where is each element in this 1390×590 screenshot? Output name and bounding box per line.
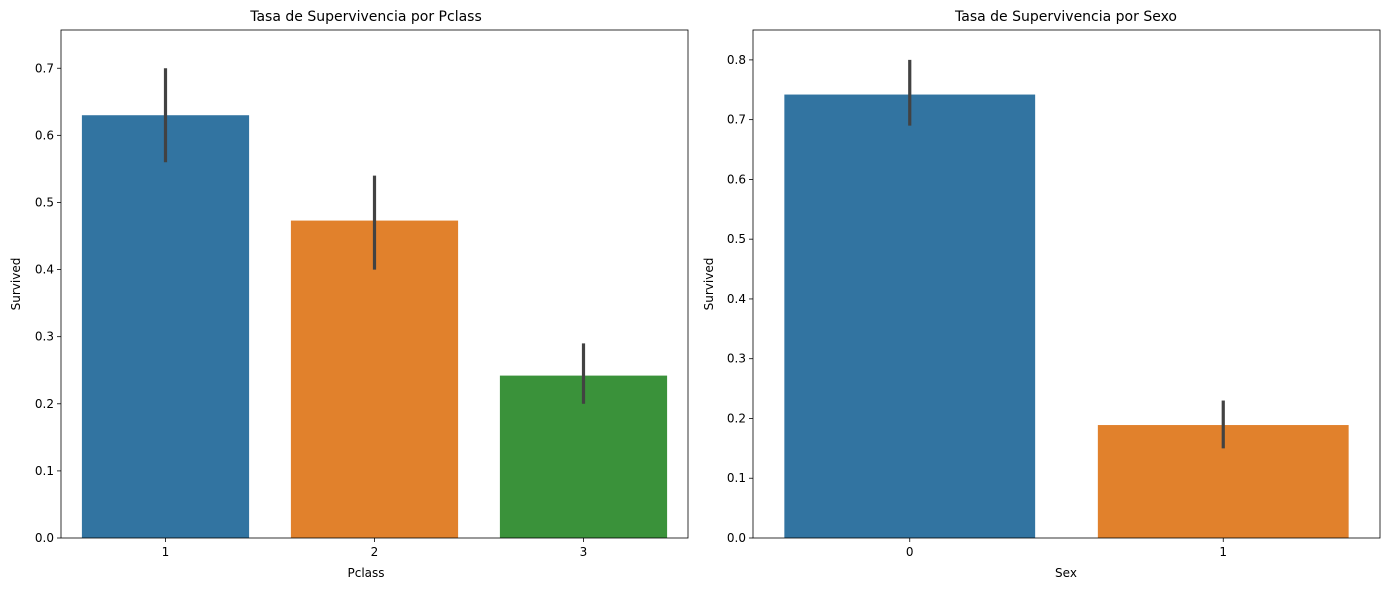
plot-frame [752,29,1381,539]
plot-frame [60,29,689,539]
y-tick-label: 0.6 [35,128,54,142]
bar-0 [784,94,1036,538]
chart-title: Tasa de Supervivencia por Pclass [249,9,482,25]
x-tick-label: 1 [1219,545,1227,559]
y-tick-label: 0.0 [35,531,54,545]
y-axis-label: Survived [702,258,716,311]
y-tick-label: 0.4 [727,292,746,306]
y-tick-label: 0.2 [727,411,746,425]
y-tick-label: 0.5 [727,232,746,246]
y-tick-label: 0.7 [727,113,746,127]
y-axis-label: Survived [9,258,23,311]
y-tick-label: 0.3 [727,352,746,366]
bar-2 [290,220,459,539]
plot-area: 0.0 0.1 0.2 0.3 0.4 0.5 0.6 0.7 1 2 3 [35,61,668,559]
bar-1 [81,115,250,538]
y-tick-label: 0.2 [35,397,54,411]
chart-sex: Tasa de Supervivencia por Sexo Sex Survi… [702,9,1381,580]
x-tick-label: 0 [906,545,914,559]
x-tick-label: 2 [371,545,379,559]
y-tick-label: 0.1 [727,471,746,485]
x-tick-label: 1 [162,545,170,559]
chart-title: Tasa de Supervivencia por Sexo [954,9,1177,25]
y-tick-label: 0.4 [35,263,54,277]
x-axis-label: Sex [1055,566,1077,580]
plot-area: 0.0 0.1 0.2 0.3 0.4 0.5 0.6 0.7 0.8 0 1 [727,53,1349,559]
x-axis-label: Pclass [347,566,384,580]
y-tick-label: 0.8 [727,53,746,67]
y-tick-label: 0.7 [35,61,54,75]
y-tick-label: 0.3 [35,330,54,344]
chart-pclass: Tasa de Supervivencia por Pclass Pclass … [9,9,689,580]
y-tick-label: 0.1 [35,464,54,478]
y-tick-label: 0.0 [727,531,746,545]
y-tick-label: 0.5 [35,195,54,209]
x-tick-label: 3 [580,545,588,559]
y-tick-label: 0.6 [727,172,746,186]
